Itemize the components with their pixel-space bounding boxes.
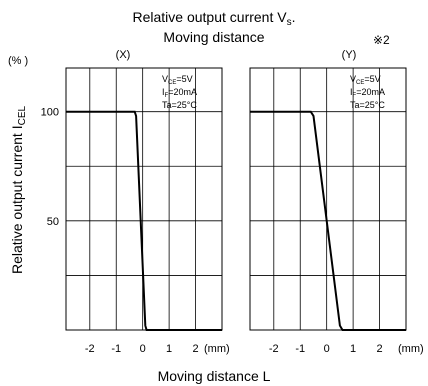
x-unit-label-x: (mm) [204, 343, 230, 355]
panel-x-frame [65, 67, 223, 331]
series-line-y [250, 110, 406, 331]
condition-vce: VCE=5V [162, 74, 193, 86]
x-tick-label: 0 [140, 343, 146, 355]
x-tick-label: 1 [166, 343, 172, 355]
panel-x: (X) VCE=5V IF=20mA Ta=25°C -2 -1 0 1 2 100 50 [41, 49, 223, 355]
panel-y-conditions: VCE=5V IF=20mA Ta=25°C [350, 74, 385, 110]
panel-x-label: (X) [116, 49, 131, 61]
panel-y-label: (Y) [342, 49, 357, 61]
series-line-x [66, 110, 222, 331]
x-tick-label: -1 [111, 343, 121, 355]
x-tick-label: -2 [85, 343, 95, 355]
x-tick-label: 0 [324, 343, 330, 355]
condition-vce: VCE=5V [350, 74, 381, 86]
y-tick-label: 100 [41, 107, 59, 119]
y-axis-label: Relative output current ICEL [9, 106, 28, 275]
y-tick-label: 50 [47, 216, 59, 228]
x-unit-label-y: (mm) [398, 343, 424, 355]
x-tick-label: 2 [192, 343, 198, 355]
panel-y: (Y) VCE=5V IF=20mA Ta=25°C -2 -1 0 1 2 [249, 49, 407, 355]
x-tick-label: -1 [295, 343, 305, 355]
condition-ta: Ta=25°C [162, 100, 197, 110]
note-mark: ※2 [373, 33, 390, 47]
x-tick-label: 2 [376, 343, 382, 355]
panel-x-conditions: VCE=5V IF=20mA Ta=25°C [162, 74, 197, 110]
chart-title-line2: Moving distance [163, 29, 264, 45]
chart-title-line1: Relative output current Vs. [133, 9, 296, 28]
condition-if: IF=20mA [350, 87, 385, 99]
condition-ta: Ta=25°C [350, 100, 385, 110]
x-tick-label: 1 [350, 343, 356, 355]
x-axis-label: Moving distance L [158, 368, 271, 384]
y-unit-label: (% ) [8, 55, 28, 67]
panel-y-frame [249, 67, 407, 331]
condition-if: IF=20mA [162, 87, 197, 99]
x-tick-label: -2 [269, 343, 279, 355]
